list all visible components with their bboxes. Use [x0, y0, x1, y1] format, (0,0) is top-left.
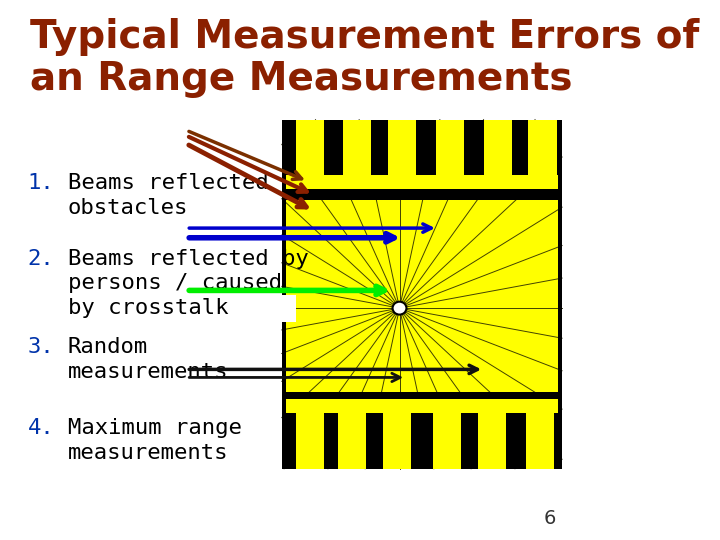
Text: 6: 6 [544, 509, 557, 528]
Bar [343, 119, 372, 176]
Text: 1.: 1. [27, 173, 54, 193]
Bar [338, 413, 366, 469]
Bar [296, 413, 324, 469]
Text: 4.: 4. [27, 418, 54, 438]
Bar [282, 399, 562, 469]
Bar [436, 119, 464, 176]
Bar [282, 119, 286, 469]
Bar [433, 413, 462, 469]
Text: Maximum range
measurements: Maximum range measurements [68, 418, 242, 463]
Text: Random
measurements: Random measurements [68, 337, 228, 382]
Bar [296, 119, 324, 176]
Circle shape [392, 302, 407, 315]
Bar [282, 183, 562, 200]
Bar [528, 119, 557, 176]
Bar [526, 413, 554, 469]
Text: Beams reflected by
persons / caused
by crosstalk: Beams reflected by persons / caused by c… [68, 248, 309, 318]
Text: Beams reflected by
obstacles: Beams reflected by obstacles [68, 173, 309, 218]
Bar [282, 176, 562, 190]
Bar [282, 119, 562, 190]
Text: 3.: 3. [27, 337, 54, 357]
Bar [484, 119, 512, 176]
Bar [383, 413, 410, 469]
Bar [282, 119, 562, 469]
Bar [282, 295, 296, 322]
Bar [558, 119, 562, 469]
Text: Typical Measurement Errors of
an Range Measurements: Typical Measurement Errors of an Range M… [30, 17, 700, 98]
Bar [478, 413, 506, 469]
Bar [282, 392, 562, 406]
Bar [388, 119, 416, 176]
Bar [282, 399, 562, 413]
Text: 2.: 2. [27, 248, 54, 268]
